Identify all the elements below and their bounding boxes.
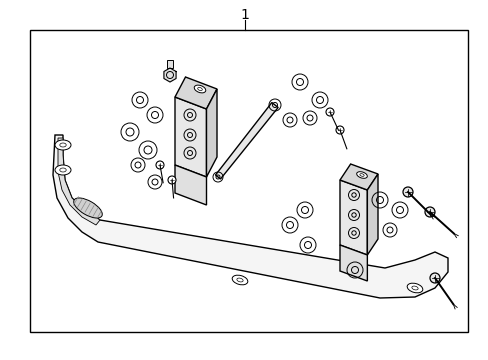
- Text: 1: 1: [240, 8, 249, 22]
- Circle shape: [402, 187, 412, 197]
- Polygon shape: [175, 77, 217, 109]
- Ellipse shape: [232, 275, 247, 285]
- Polygon shape: [339, 245, 366, 281]
- Polygon shape: [175, 165, 206, 205]
- Polygon shape: [215, 103, 278, 179]
- Ellipse shape: [55, 140, 71, 150]
- Ellipse shape: [407, 283, 422, 293]
- Circle shape: [424, 207, 434, 217]
- Bar: [30, 30, 467, 332]
- Circle shape: [168, 176, 176, 184]
- Circle shape: [335, 126, 343, 134]
- Ellipse shape: [74, 198, 102, 218]
- Polygon shape: [163, 68, 176, 82]
- Polygon shape: [58, 138, 100, 225]
- Polygon shape: [53, 135, 447, 298]
- Ellipse shape: [356, 172, 366, 178]
- Circle shape: [429, 273, 439, 283]
- Ellipse shape: [194, 85, 205, 93]
- Circle shape: [325, 108, 333, 116]
- Polygon shape: [206, 89, 217, 177]
- Circle shape: [156, 161, 163, 169]
- Polygon shape: [366, 174, 377, 255]
- Bar: [167, 60, 173, 68]
- Polygon shape: [339, 164, 377, 190]
- Polygon shape: [339, 180, 366, 255]
- Ellipse shape: [55, 165, 71, 175]
- Polygon shape: [175, 97, 206, 177]
